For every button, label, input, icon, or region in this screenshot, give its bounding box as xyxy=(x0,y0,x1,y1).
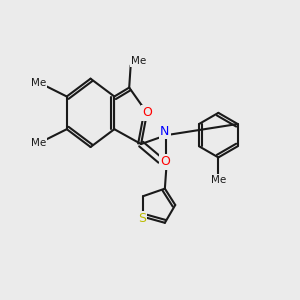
Text: O: O xyxy=(160,155,170,168)
Text: S: S xyxy=(138,212,146,225)
Text: Me: Me xyxy=(31,138,46,148)
Text: Me: Me xyxy=(131,56,147,66)
Text: N: N xyxy=(160,125,170,138)
Text: Me: Me xyxy=(31,78,46,88)
Text: O: O xyxy=(142,106,152,119)
Text: Me: Me xyxy=(211,175,226,185)
